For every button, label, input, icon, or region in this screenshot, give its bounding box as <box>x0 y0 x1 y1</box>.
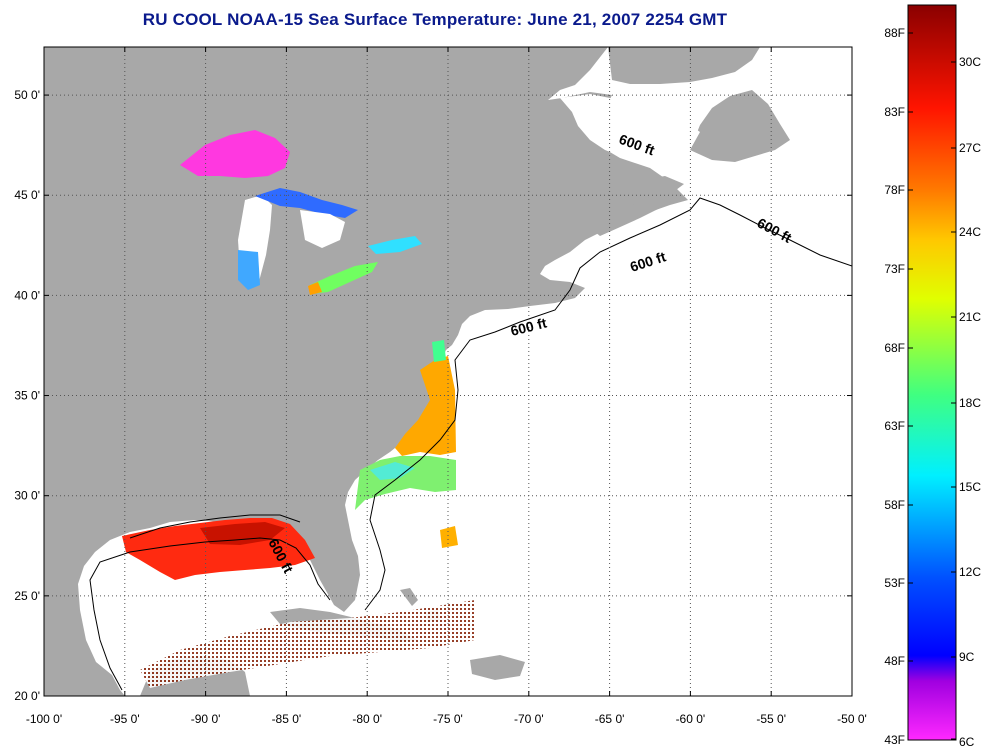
colorbar-label-c: 27C <box>959 141 981 155</box>
colorbar-label-c: 24C <box>959 225 981 239</box>
colorbar-label-f: 83F <box>884 105 905 119</box>
isobath-gom-north <box>129 514 301 539</box>
atlantic-sst-cyan <box>370 462 415 480</box>
colorbar-label-f: 78F <box>884 183 905 197</box>
lake-huron-bay <box>300 210 345 248</box>
colorbar-label-f: 48F <box>884 654 905 668</box>
colorbar-label-f: 88F <box>884 26 905 40</box>
lon-tick-label: -80 0' <box>352 712 382 726</box>
lon-tick-label: -90 0' <box>191 712 221 726</box>
lon-tick-label: -70 0' <box>514 712 544 726</box>
lake-erie-warm <box>308 282 322 295</box>
lat-tick-label: 40 0' <box>14 288 40 302</box>
lake-erie <box>310 262 378 294</box>
lake-superior <box>180 130 290 178</box>
lake-ontario <box>368 236 422 254</box>
lon-tick-label: -55 0' <box>756 712 786 726</box>
colorbar-label-c: 12C <box>959 565 981 579</box>
colorbar <box>907 4 957 741</box>
graticule <box>44 47 852 696</box>
lon-tick-label: -65 0' <box>595 712 625 726</box>
lat-tick-label: 45 0' <box>14 188 40 202</box>
colorbar-label-f: 43F <box>884 733 905 747</box>
lon-tick-label: -95 0' <box>110 712 140 726</box>
atlantic-sst-patch <box>440 526 458 548</box>
land-cape-breton <box>640 176 684 190</box>
axis-ticks: -100 0' -95 0' -90 0' -85 0' -80 0' -75 0' -70… <box>14 47 867 726</box>
lon-tick-label: -85 0' <box>272 712 302 726</box>
colorbar-ticks: 88F 83F 78F 73F 68F 63F 58F 53F 48F 43F 30C 27C 24C 2… <box>884 26 981 749</box>
atlantic-sst-chesapeake <box>432 340 446 362</box>
lat-tick-label: 25 0' <box>14 589 40 603</box>
colorbar-label-c: 18C <box>959 396 981 410</box>
land-newfoundland <box>690 90 790 162</box>
land-north-america <box>44 47 688 696</box>
colorbar-label-c: 30C <box>959 55 981 69</box>
lon-tick-label: -100 0' <box>26 712 62 726</box>
gulf-st-lawrence <box>560 94 700 162</box>
colorbar-label-c: 6C <box>959 735 975 749</box>
colorbar-label-f: 53F <box>884 576 905 590</box>
lake-michigan-sst <box>238 250 260 290</box>
colorbar-label-f: 58F <box>884 498 905 512</box>
colorbar-label-f: 68F <box>884 341 905 355</box>
colorbar-label-f: 73F <box>884 262 905 276</box>
colorbar-label-c: 9C <box>959 650 975 664</box>
colorbar-label-c: 21C <box>959 310 981 324</box>
colorbar-label-f: 63F <box>884 419 905 433</box>
gulf-sst-dark <box>200 522 285 545</box>
lat-tick-label: 50 0' <box>14 88 40 102</box>
lat-tick-label: 20 0' <box>14 689 40 703</box>
colorbar-label-c: 15C <box>959 480 981 494</box>
atlantic-sst-orange <box>395 356 456 456</box>
land-nova-scotia <box>590 190 676 236</box>
lat-tick-label: 35 0' <box>14 389 40 403</box>
lat-tick-label: 30 0' <box>14 489 40 503</box>
lon-tick-label: -75 0' <box>433 712 463 726</box>
lon-tick-label: -60 0' <box>676 712 706 726</box>
land-labrador <box>608 47 760 84</box>
map-title: RU COOL NOAA-15 Sea Surface Temperature:… <box>142 10 728 29</box>
land-hispaniola <box>470 655 525 680</box>
lon-tick-label: -50 0' <box>837 712 867 726</box>
isobath-600ft <box>89 197 852 691</box>
caribbean-swath <box>140 600 475 688</box>
